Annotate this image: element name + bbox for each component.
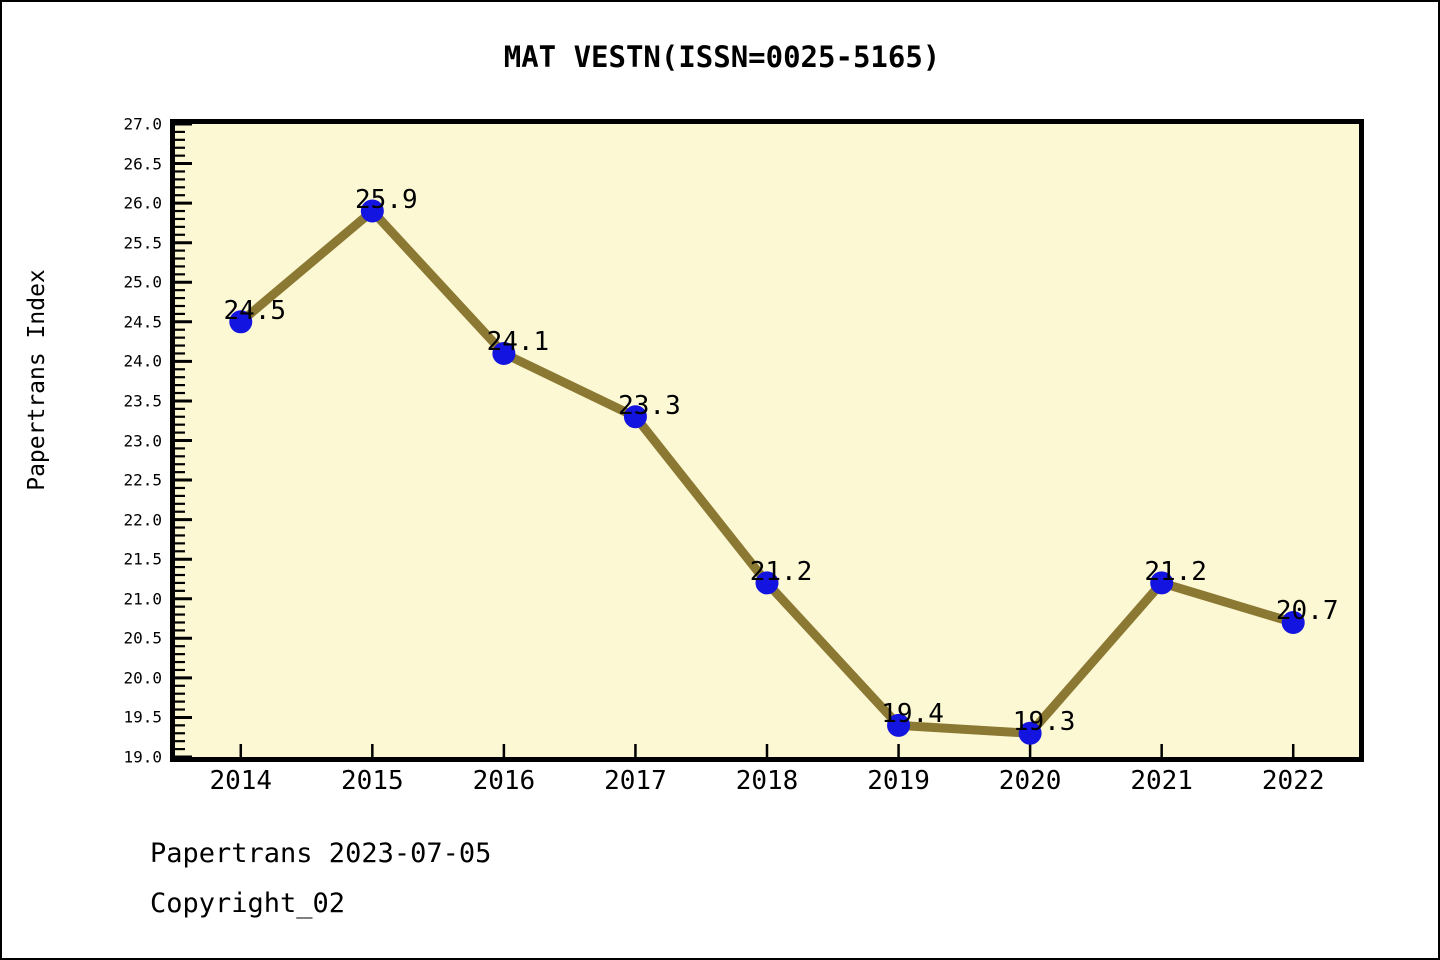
y-tick-label: 26.5 [123, 154, 162, 174]
y-tick-label: 24.0 [123, 351, 162, 371]
data-point-marker[interactable] [492, 341, 516, 365]
y-tick-label: 23.0 [123, 431, 162, 450]
y-tick-label: 25.0 [123, 272, 162, 292]
y-tick-label: 26.0 [123, 193, 162, 213]
y-axis-title: Papertrans Index [24, 269, 50, 491]
chart-title: MAT VESTN(ISSN=0025-5165) [503, 40, 941, 74]
data-point-marker[interactable] [1018, 721, 1042, 745]
x-tick-label: 2020 [998, 766, 1062, 796]
y-tick-label: 22.0 [123, 510, 162, 530]
x-tick-label: 2018 [735, 766, 799, 796]
data-point-marker[interactable] [1281, 610, 1305, 634]
footer-copyright: Copyright_02 [150, 888, 346, 919]
x-tick-label: 2015 [341, 766, 404, 796]
y-tick-label: 19.0 [123, 747, 162, 767]
x-tick-label: 2021 [1130, 766, 1193, 796]
y-tick-label: 21.0 [123, 589, 162, 609]
y-tick-label: 24.5 [123, 312, 162, 332]
line-chart-svg [175, 124, 1305, 757]
y-tick-label: 20.0 [123, 668, 162, 688]
plot-area: 24.5 25.9 24.1 23.3 21.2 19.4 19.3 21.2 20.7 [170, 119, 1364, 762]
data-point-marker[interactable] [360, 199, 384, 223]
x-tick-label: 2017 [604, 766, 667, 796]
footer-date: Papertrans 2023-07-05 [150, 838, 492, 869]
y-tick-label: 19.5 [123, 707, 162, 727]
y-tick-label: 22.5 [123, 470, 162, 490]
data-point-marker[interactable] [887, 713, 911, 737]
y-tick-label: 21.5 [123, 549, 162, 569]
x-tick-label: 2016 [472, 766, 536, 796]
y-tick-label: 23.5 [123, 391, 162, 411]
x-tick-label: 2014 [209, 766, 273, 796]
data-point-marker[interactable] [229, 310, 253, 334]
plot-inner: 24.5 25.9 24.1 23.3 21.2 19.4 19.3 21.2 20.7 [175, 124, 1359, 757]
data-line [237, 204, 1295, 738]
data-point-marker[interactable] [755, 571, 779, 595]
x-tick-label: 2019 [867, 766, 930, 796]
y-tick-label: 27.0 [123, 114, 162, 134]
y-tick-label: 20.5 [123, 628, 162, 648]
data-point-marker[interactable] [1150, 571, 1174, 595]
y-tick-label: 25.5 [123, 233, 162, 253]
data-point-marker[interactable] [623, 405, 647, 429]
x-tick-label: 2022 [1261, 766, 1325, 796]
